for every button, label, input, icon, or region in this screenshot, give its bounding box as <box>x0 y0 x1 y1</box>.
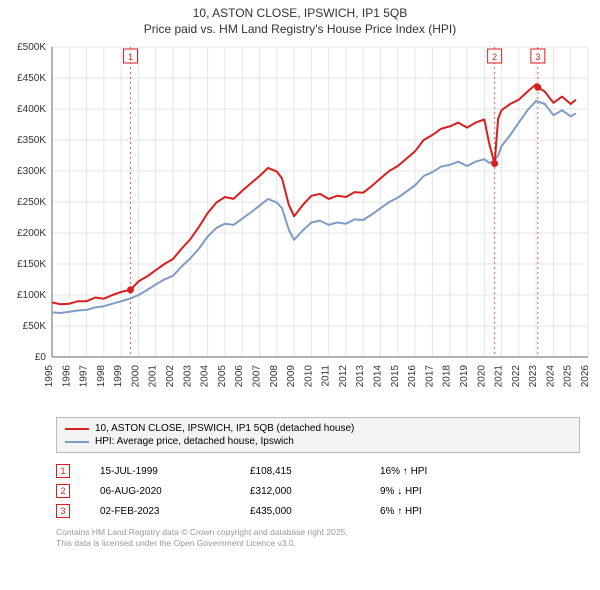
svg-text:3: 3 <box>535 52 540 62</box>
header: 10, ASTON CLOSE, IPSWICH, IP1 5QB Price … <box>0 0 600 41</box>
svg-text:1996: 1996 <box>61 365 72 388</box>
svg-text:£500K: £500K <box>17 42 46 53</box>
marker-date: 15-JUL-1999 <box>100 466 220 477</box>
svg-text:£350K: £350K <box>17 135 46 146</box>
marker-price: £312,000 <box>250 486 350 497</box>
attribution-line2: This data is licensed under the Open Gov… <box>56 538 580 549</box>
legend-swatch-1 <box>65 428 89 430</box>
svg-text:1999: 1999 <box>113 365 124 388</box>
svg-text:1998: 1998 <box>96 365 107 388</box>
svg-text:2023: 2023 <box>528 365 539 388</box>
title-line1: 10, ASTON CLOSE, IPSWICH, IP1 5QB <box>10 6 590 22</box>
legend: 10, ASTON CLOSE, IPSWICH, IP1 5QB (detac… <box>56 417 580 453</box>
legend-label-2: HPI: Average price, detached house, Ipsw… <box>95 436 294 447</box>
svg-text:2024: 2024 <box>545 365 556 388</box>
marker-num: 2 <box>56 484 70 498</box>
marker-price: £435,000 <box>250 506 350 517</box>
svg-text:2025: 2025 <box>563 365 574 388</box>
svg-text:2003: 2003 <box>182 365 193 388</box>
svg-text:2: 2 <box>492 52 497 62</box>
svg-text:2017: 2017 <box>424 365 435 388</box>
svg-text:1: 1 <box>128 52 133 62</box>
svg-text:£100K: £100K <box>17 290 46 301</box>
svg-text:£300K: £300K <box>17 166 46 177</box>
attribution-line1: Contains HM Land Registry data © Crown c… <box>56 527 580 538</box>
chart-area: £0 £50K £100K £150K £200K £250K £300K £350K £400… <box>0 41 600 411</box>
title-line2: Price paid vs. HM Land Registry's House … <box>10 22 590 38</box>
svg-text:2015: 2015 <box>390 365 401 388</box>
legend-label-1: 10, ASTON CLOSE, IPSWICH, IP1 5QB (detac… <box>95 423 354 434</box>
svg-text:2004: 2004 <box>200 365 211 388</box>
marker-date: 06-AUG-2020 <box>100 486 220 497</box>
attribution: Contains HM Land Registry data © Crown c… <box>56 527 580 548</box>
svg-text:2007: 2007 <box>251 365 262 388</box>
svg-text:2010: 2010 <box>303 365 314 388</box>
svg-text:2019: 2019 <box>459 365 470 388</box>
svg-text:2018: 2018 <box>442 365 453 388</box>
marker-num: 1 <box>56 464 70 478</box>
marker-row: 2 06-AUG-2020 £312,000 9% ↓ HPI <box>56 481 580 501</box>
svg-text:2002: 2002 <box>165 365 176 388</box>
price-chart: £0 £50K £100K £150K £200K £250K £300K £350K £400… <box>0 41 600 411</box>
svg-text:£250K: £250K <box>17 197 46 208</box>
svg-text:2012: 2012 <box>338 365 349 388</box>
svg-text:2008: 2008 <box>269 365 280 388</box>
svg-text:2026: 2026 <box>580 365 591 388</box>
marker-num: 3 <box>56 504 70 518</box>
marker-row: 1 15-JUL-1999 £108,415 16% ↑ HPI <box>56 461 580 481</box>
marker-table: 1 15-JUL-1999 £108,415 16% ↑ HPI 2 06-AUG-202… <box>56 461 580 521</box>
marker-date: 02-FEB-2023 <box>100 506 220 517</box>
legend-row-series1: 10, ASTON CLOSE, IPSWICH, IP1 5QB (detac… <box>65 422 571 435</box>
svg-text:2014: 2014 <box>373 365 384 388</box>
svg-text:£450K: £450K <box>17 73 46 84</box>
svg-text:2009: 2009 <box>286 365 297 388</box>
svg-text:2013: 2013 <box>355 365 366 388</box>
svg-text:£0: £0 <box>35 352 47 363</box>
svg-text:£400K: £400K <box>17 104 46 115</box>
marker-diff: 16% ↑ HPI <box>380 466 580 477</box>
marker-row: 3 02-FEB-2023 £435,000 6% ↑ HPI <box>56 501 580 521</box>
svg-text:2001: 2001 <box>148 365 159 388</box>
svg-text:2006: 2006 <box>234 365 245 388</box>
marker-price: £108,415 <box>250 466 350 477</box>
svg-text:2016: 2016 <box>407 365 418 388</box>
marker-diff: 9% ↓ HPI <box>380 486 580 497</box>
svg-text:2005: 2005 <box>217 365 228 388</box>
svg-text:2011: 2011 <box>321 365 332 387</box>
legend-row-series2: HPI: Average price, detached house, Ipsw… <box>65 435 571 448</box>
svg-text:1997: 1997 <box>79 365 90 388</box>
svg-text:1995: 1995 <box>44 365 55 388</box>
svg-text:£150K: £150K <box>17 259 46 270</box>
svg-text:2020: 2020 <box>476 365 487 388</box>
svg-text:2000: 2000 <box>130 365 141 388</box>
marker-diff: 6% ↑ HPI <box>380 506 580 517</box>
svg-text:2022: 2022 <box>511 365 522 388</box>
svg-text:£200K: £200K <box>17 228 46 239</box>
legend-swatch-2 <box>65 441 89 443</box>
svg-text:£50K: £50K <box>23 321 47 332</box>
svg-text:2021: 2021 <box>494 365 505 388</box>
